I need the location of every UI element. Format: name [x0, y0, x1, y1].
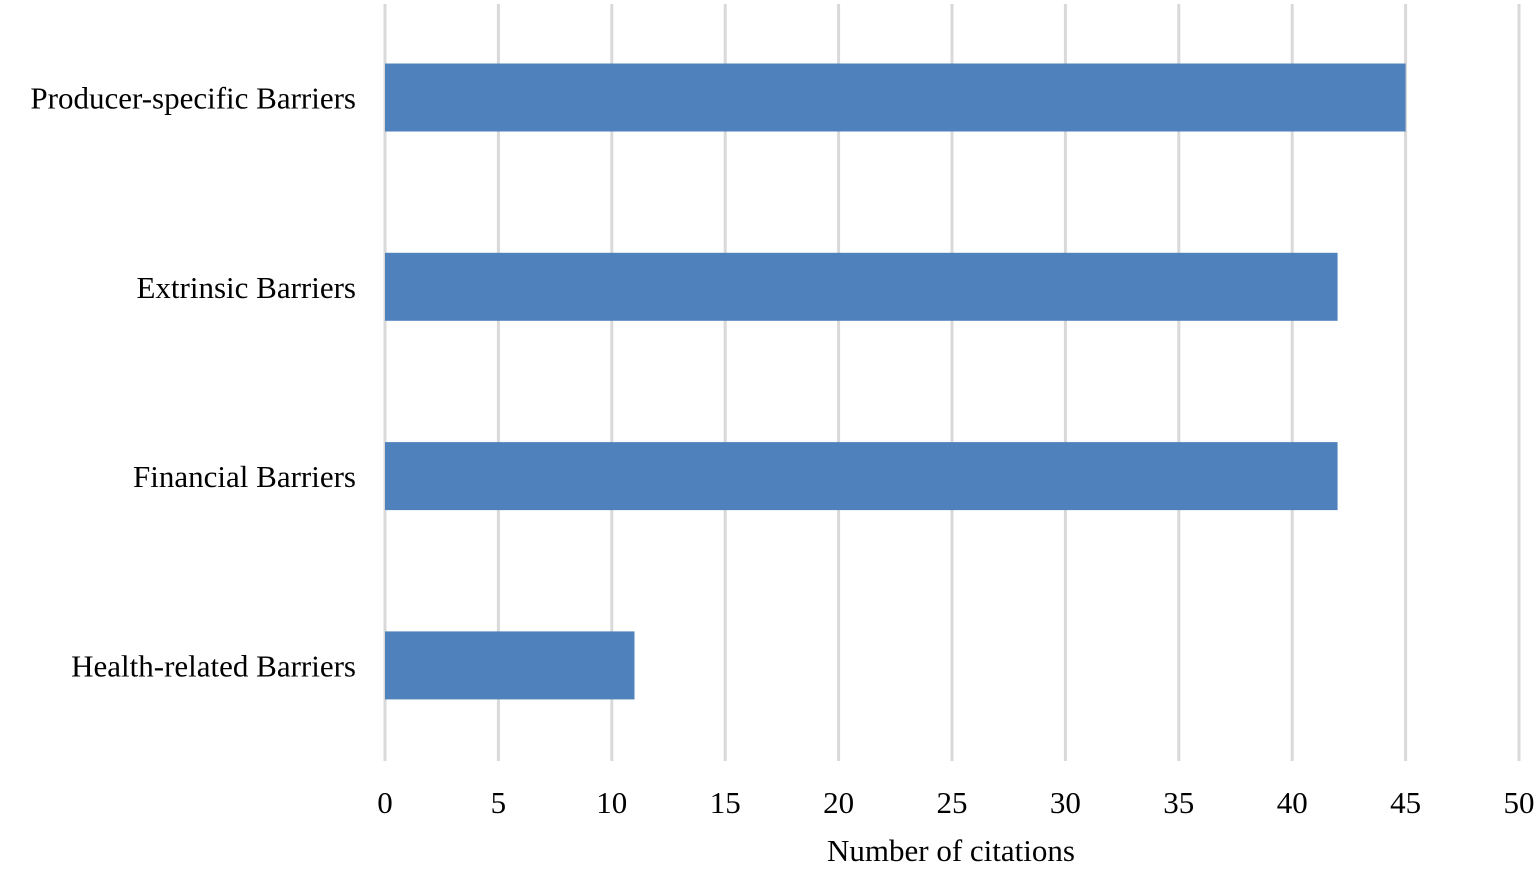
x-tick-label: 50 — [1504, 785, 1535, 820]
x-tick-label: 25 — [937, 785, 968, 820]
category-labels: Producer-specific Barriers Extrinsic Barr… — [30, 81, 356, 684]
x-tick-label: 10 — [596, 785, 627, 820]
category-label: Financial Barriers — [133, 459, 356, 494]
bar-2 — [385, 442, 1338, 511]
x-axis-title: Number of citations — [827, 833, 1075, 868]
x-tick-label: 20 — [823, 785, 854, 820]
x-tick-label: 0 — [377, 785, 393, 820]
category-label: Health-related Barriers — [71, 648, 356, 683]
category-label: Producer-specific Barriers — [30, 81, 356, 116]
category-label: Extrinsic Barriers — [136, 270, 356, 305]
x-tick-labels: 0 5 10 15 20 25 30 35 40 45 50 — [377, 785, 1534, 820]
bar-3 — [385, 631, 635, 700]
x-tick-label: 40 — [1277, 785, 1308, 820]
x-tick-label: 30 — [1050, 785, 1081, 820]
bars — [385, 63, 1406, 700]
bar-0 — [385, 63, 1406, 132]
x-tick-label: 35 — [1163, 785, 1194, 820]
x-tick-label: 45 — [1390, 785, 1421, 820]
x-tick-label: 15 — [710, 785, 741, 820]
x-tick-label: 5 — [491, 785, 507, 820]
bar-1 — [385, 252, 1338, 321]
